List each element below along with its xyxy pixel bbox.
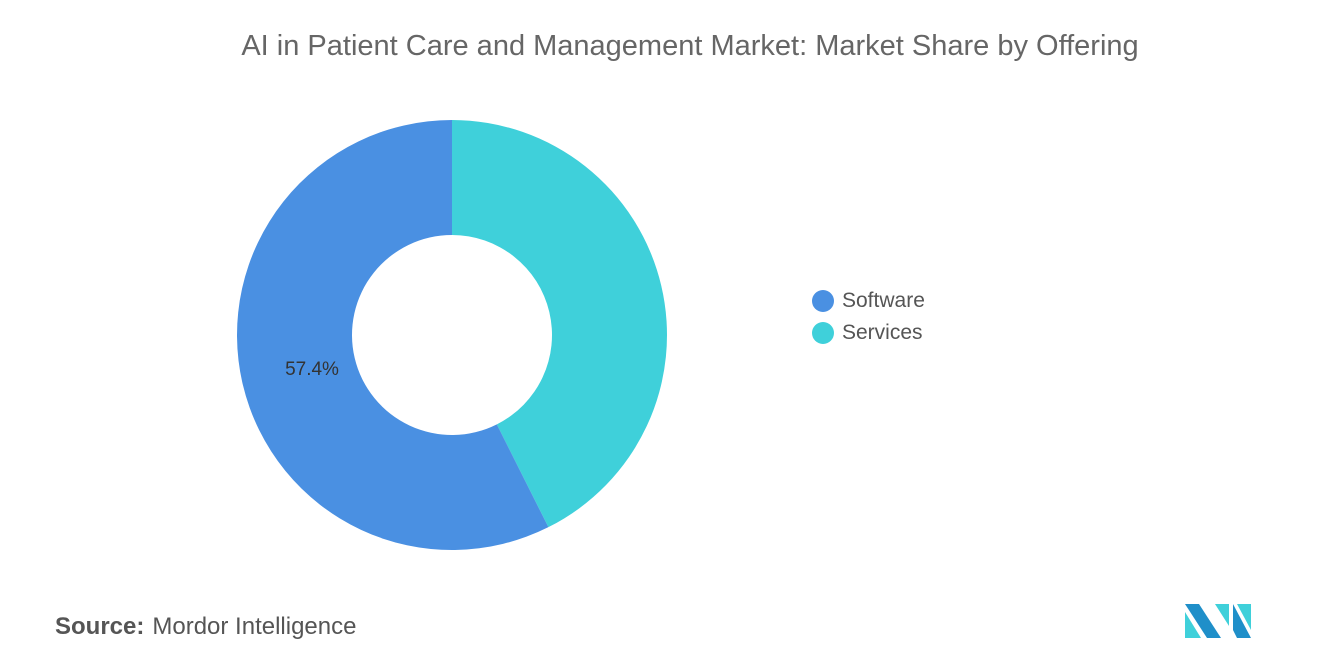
source-label: Source: bbox=[55, 613, 145, 640]
data-label-software: 57.4% bbox=[285, 359, 339, 380]
legend: Software Services bbox=[812, 285, 925, 349]
legend-label: Services bbox=[842, 321, 923, 344]
mordor-logo bbox=[1185, 604, 1251, 638]
legend-item-services[interactable]: Services bbox=[812, 317, 925, 349]
slice-software[interactable] bbox=[236, 120, 549, 550]
legend-swatch-software bbox=[812, 290, 834, 312]
slice-services[interactable] bbox=[452, 120, 667, 528]
legend-swatch-services bbox=[812, 322, 834, 344]
legend-label: Software bbox=[842, 289, 925, 312]
legend-item-software[interactable]: Software bbox=[812, 285, 925, 317]
source-note: Source: Mordor Intelligence bbox=[55, 613, 356, 641]
source-text: Mordor Intelligence bbox=[152, 613, 357, 640]
chart-title: AI in Patient Care and Management Market… bbox=[241, 30, 1139, 62]
